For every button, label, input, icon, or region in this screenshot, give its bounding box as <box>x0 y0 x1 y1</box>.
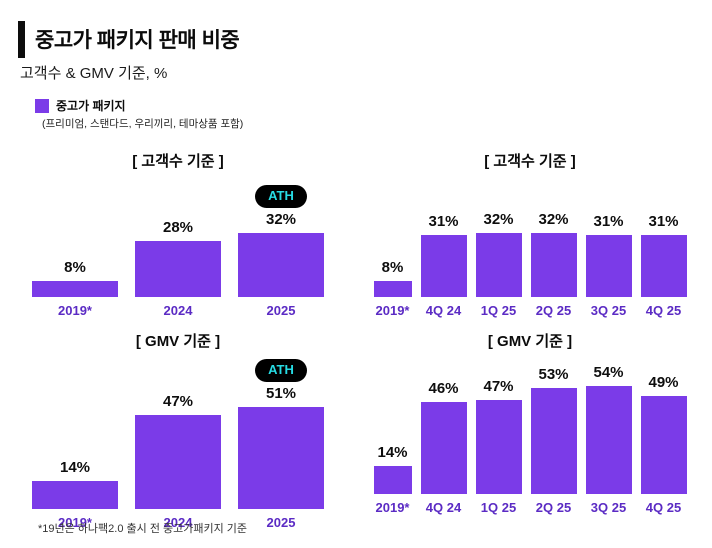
bar-value-label: 51% <box>265 384 297 402</box>
bar-value-label: 31% <box>428 213 459 230</box>
bar-group: 8% 2019* <box>32 259 118 318</box>
x-axis-label: 2024 <box>163 514 193 530</box>
chart-title: [ GMV 기준 ] <box>487 333 573 350</box>
bar <box>530 233 577 297</box>
x-axis-label: 3Q 25 <box>590 500 627 515</box>
bar <box>32 281 118 297</box>
x-axis-label: 2025 <box>266 514 296 530</box>
bar-value-label: 14% <box>377 444 408 461</box>
x-axis-label: 4Q 24 <box>425 303 462 318</box>
bar-group: 31% 4Q 25 <box>640 213 687 318</box>
x-axis-label: 2019* <box>375 303 410 318</box>
bar-value-label: 32% <box>265 211 297 228</box>
bar <box>32 480 118 509</box>
x-axis-label: 1Q 25 <box>480 303 517 318</box>
bar <box>640 396 687 494</box>
bar-value-label: 8% <box>64 259 86 276</box>
page-subtitle: 고객수 & GMV 기준, % <box>20 65 168 82</box>
bar-value-label: 49% <box>648 374 679 391</box>
footnote: *19년은 하나팩2.0 출시 전 중고가패키지 기준 <box>38 523 248 535</box>
bar-value-label: 47% <box>483 378 514 395</box>
title-accent-bar <box>18 21 25 58</box>
ath-badge: ATH <box>255 359 307 382</box>
bar-group: 47% 1Q 25 <box>475 378 522 515</box>
bar-value-label: 32% <box>538 211 569 228</box>
bar <box>373 466 412 494</box>
bar-group: 49% 4Q 25 <box>640 374 687 515</box>
x-axis-label: 2Q 25 <box>535 303 572 318</box>
bar-group: 47% 2024 <box>135 393 221 530</box>
bar-value-label: 32% <box>483 211 514 228</box>
bar-group: 32% 2Q 25 <box>530 211 577 318</box>
bar <box>475 233 522 297</box>
chart-plot-area: 14% 2019* 46% 4Q 24 47% 1Q 25 53% 2Q 25 54% 3Q 25… <box>373 359 687 515</box>
bar <box>373 281 412 297</box>
bar-value-label: 46% <box>428 380 459 397</box>
bar-group: ATH 32% 2025 <box>238 185 324 318</box>
bar <box>640 235 687 297</box>
bar-group: ATH 51% 2025 <box>238 359 324 530</box>
bar <box>238 406 324 509</box>
x-axis-label: 2019* <box>58 514 92 530</box>
bar-value-label: 31% <box>593 213 624 230</box>
bar-value-label: 31% <box>648 213 679 230</box>
bar-value-label: 8% <box>381 259 404 276</box>
page-title: 중고가 패키지 판매 비중 <box>35 29 240 52</box>
bar <box>238 233 324 297</box>
bar-value-label: 47% <box>162 392 194 410</box>
chart-customers-annual: [ 고객수 기준 ] 8% 2019* 28% 2024 ATH 32% 2025 <box>12 150 344 318</box>
bar <box>420 402 467 494</box>
bar-group: 28% 2024 <box>135 219 221 318</box>
bar-group: 32% 1Q 25 <box>475 211 522 318</box>
x-axis-label: 2025 <box>266 303 296 318</box>
bar-group: 14% 2019* <box>32 459 118 530</box>
bar-value-label: 54% <box>593 364 624 381</box>
bar-value-label: 28% <box>162 219 194 236</box>
x-axis-label: 2019* <box>58 303 92 318</box>
x-axis-label: 3Q 25 <box>590 303 627 318</box>
chart-plot-area: 8% 2019* 31% 4Q 24 32% 1Q 25 32% 2Q 25 31% 3Q 25 3… <box>373 179 687 318</box>
chart-title: [ 고객수 기준 ] <box>484 153 576 170</box>
bar <box>530 388 577 494</box>
bar <box>585 235 632 297</box>
chart-plot-area: 14% 2019* 47% 2024 ATH 51% 2025 <box>32 359 324 530</box>
bar-group: 46% 4Q 24 <box>420 380 467 515</box>
x-axis-label: 4Q 24 <box>425 500 462 515</box>
ath-badge: ATH <box>255 185 307 208</box>
x-axis-label: 1Q 25 <box>480 500 517 515</box>
x-axis-label: 4Q 25 <box>645 303 682 318</box>
bar-group: 31% 3Q 25 <box>585 213 632 318</box>
chart-title: [ 고객수 기준 ] <box>132 153 224 170</box>
bar <box>475 400 522 494</box>
chart-customers-quarterly: [ 고객수 기준 ] 8% 2019* 31% 4Q 24 32% 1Q 25 32% 2Q … <box>356 150 704 318</box>
legend-label: 중고가 패키지 <box>56 99 126 113</box>
chart-plot-area: 8% 2019* 28% 2024 ATH 32% 2025 <box>32 179 324 318</box>
legend: 중고가 패키지 <box>35 97 126 114</box>
bar <box>135 414 221 509</box>
chart-title: [ GMV 기준 ] <box>135 333 221 350</box>
x-axis-label: 4Q 25 <box>645 500 682 515</box>
x-axis-label: 2019* <box>375 500 410 515</box>
x-axis-label: 2Q 25 <box>535 500 572 515</box>
bar-value-label: 14% <box>59 458 91 476</box>
bar <box>135 241 221 297</box>
bar-group: 8% 2019* <box>373 259 412 318</box>
chart-gmv-quarterly: [ GMV 기준 ] 14% 2019* 46% 4Q 24 47% 1Q 25 53% 2Q… <box>356 330 704 515</box>
bar-group: 31% 4Q 24 <box>420 213 467 318</box>
bar-group: 14% 2019* <box>373 444 412 515</box>
legend-swatch-icon <box>35 98 49 113</box>
x-axis-label: 2024 <box>163 303 193 318</box>
bar <box>420 235 467 297</box>
chart-gmv-annual: [ GMV 기준 ] 14% 2019* 47% 2024 ATH 51% 2025 <box>12 330 344 530</box>
bar-value-label: 53% <box>538 366 569 383</box>
bar-group: 53% 2Q 25 <box>530 366 577 515</box>
legend-note: (프리미엄, 스탠다드, 우리끼리, 테마상품 포함) <box>42 118 244 130</box>
bar-group: 54% 3Q 25 <box>585 364 632 515</box>
bar <box>585 386 632 494</box>
